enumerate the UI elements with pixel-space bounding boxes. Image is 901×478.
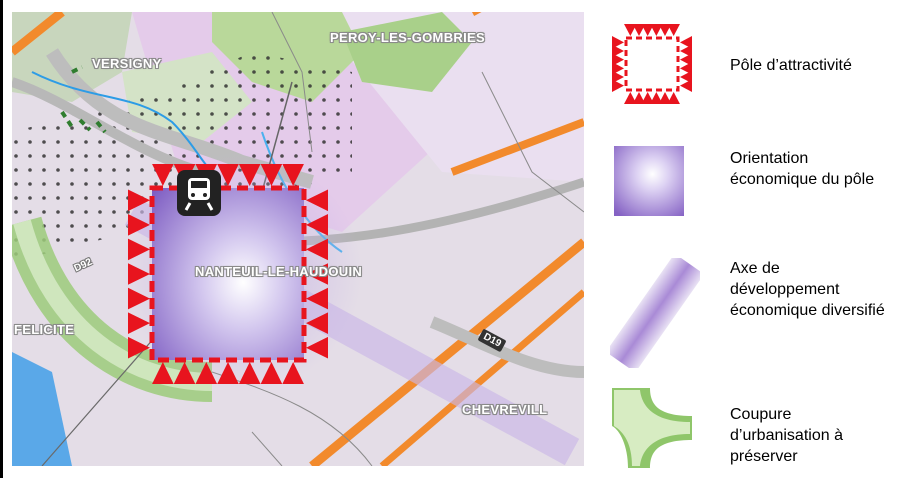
pole-tooth bbox=[306, 214, 328, 236]
frame-left-edge bbox=[0, 0, 3, 478]
pole-tooth bbox=[641, 92, 654, 104]
pole-tooth bbox=[667, 24, 680, 36]
map-view[interactable]: VERSIGNY PEROY-LES-GOMBRIES NANTEUIL-LE-… bbox=[12, 12, 584, 466]
pole-tooth bbox=[306, 263, 328, 285]
place-label-nanteuil: NANTEUIL-LE-HAUDOUIN bbox=[195, 264, 363, 279]
legend-item-orientation: Orientation économique du pôle bbox=[600, 130, 900, 240]
pole-tooth bbox=[238, 164, 261, 186]
pole-tooth bbox=[128, 263, 150, 285]
pole-teeth bbox=[128, 164, 328, 384]
pole-tooth bbox=[152, 164, 174, 186]
pole-tooth bbox=[217, 164, 239, 186]
pole-tooth bbox=[238, 362, 261, 384]
pole-tooth bbox=[128, 336, 150, 359]
pole-tooth bbox=[260, 362, 283, 384]
pole-tooth bbox=[612, 53, 624, 66]
place-label-versigny: VERSIGNY bbox=[92, 56, 162, 71]
pole-tooth bbox=[667, 92, 680, 104]
legend: Pôle d’attractivité Orientation économiq… bbox=[600, 12, 900, 468]
pole-tooth bbox=[680, 79, 692, 92]
legend-label-pole: Pôle d’attractivité bbox=[730, 57, 852, 74]
pole-tooth bbox=[217, 362, 239, 384]
pole-tooth bbox=[173, 362, 196, 384]
pole-tooth bbox=[680, 62, 692, 75]
pole-tooth bbox=[632, 24, 646, 36]
pole-tooth bbox=[612, 62, 624, 75]
pole-tooth bbox=[612, 44, 624, 58]
place-label-peroy: PEROY-LES-GOMBRIES bbox=[330, 30, 485, 45]
pole-tooth bbox=[195, 362, 218, 384]
pole-tooth bbox=[680, 70, 692, 84]
pole-tooth bbox=[641, 24, 654, 36]
legend-item-coupure: Coupure d’urbanisation à préserver bbox=[600, 384, 900, 474]
pole-tooth bbox=[306, 238, 328, 261]
pole-tooth bbox=[612, 70, 624, 84]
pole-border bbox=[149, 185, 307, 363]
place-label-chevreville: CHEVREVILL bbox=[462, 402, 548, 417]
pole-tooth bbox=[306, 336, 328, 359]
legend-label-orientation: Orientation économique du pôle bbox=[730, 150, 875, 188]
pole-tooth bbox=[128, 214, 150, 236]
legend-item-axe: Axe de développement économique diversif… bbox=[600, 252, 900, 372]
pole-tooth bbox=[128, 238, 150, 261]
pole-square bbox=[152, 188, 304, 360]
axe-symbol-icon bbox=[610, 258, 700, 368]
pole-tooth bbox=[306, 312, 328, 334]
pole-tooth bbox=[612, 36, 624, 49]
pole-tooth bbox=[128, 189, 150, 212]
pole-symbol-icon bbox=[612, 24, 692, 104]
coupure-symbol-icon bbox=[612, 388, 692, 468]
pole-tooth bbox=[650, 92, 663, 104]
pole-tooth bbox=[658, 92, 672, 104]
pole-tooth bbox=[680, 36, 692, 49]
pole-tooth bbox=[260, 164, 283, 186]
pole-tooth bbox=[128, 287, 150, 310]
pole-tooth bbox=[282, 362, 304, 384]
train-station-icon[interactable] bbox=[177, 170, 221, 216]
legend-label-axe: Axe de développement économique diversif… bbox=[730, 260, 885, 319]
pole-tooth bbox=[650, 24, 663, 36]
legend-label-coupure: Coupure d’urbanisation à préserver bbox=[730, 406, 843, 465]
orientation-symbol-icon bbox=[614, 146, 684, 216]
pole-tooth bbox=[128, 312, 150, 334]
pole-tooth bbox=[658, 24, 672, 36]
map-canvas bbox=[12, 12, 584, 466]
place-label-felicite: FELICITE bbox=[14, 322, 75, 337]
pole-tooth bbox=[680, 53, 692, 66]
pole-tooth bbox=[306, 189, 328, 212]
pole-tooth bbox=[680, 44, 692, 58]
pole-tooth bbox=[282, 164, 304, 186]
pole-tooth bbox=[306, 287, 328, 310]
pole-tooth bbox=[624, 24, 637, 36]
pole-tooth bbox=[612, 79, 624, 92]
pole-tooth bbox=[624, 92, 637, 104]
pole-tooth bbox=[632, 92, 646, 104]
legend-item-pole: Pôle d’attractivité bbox=[600, 12, 900, 112]
pole-tooth bbox=[152, 362, 174, 384]
